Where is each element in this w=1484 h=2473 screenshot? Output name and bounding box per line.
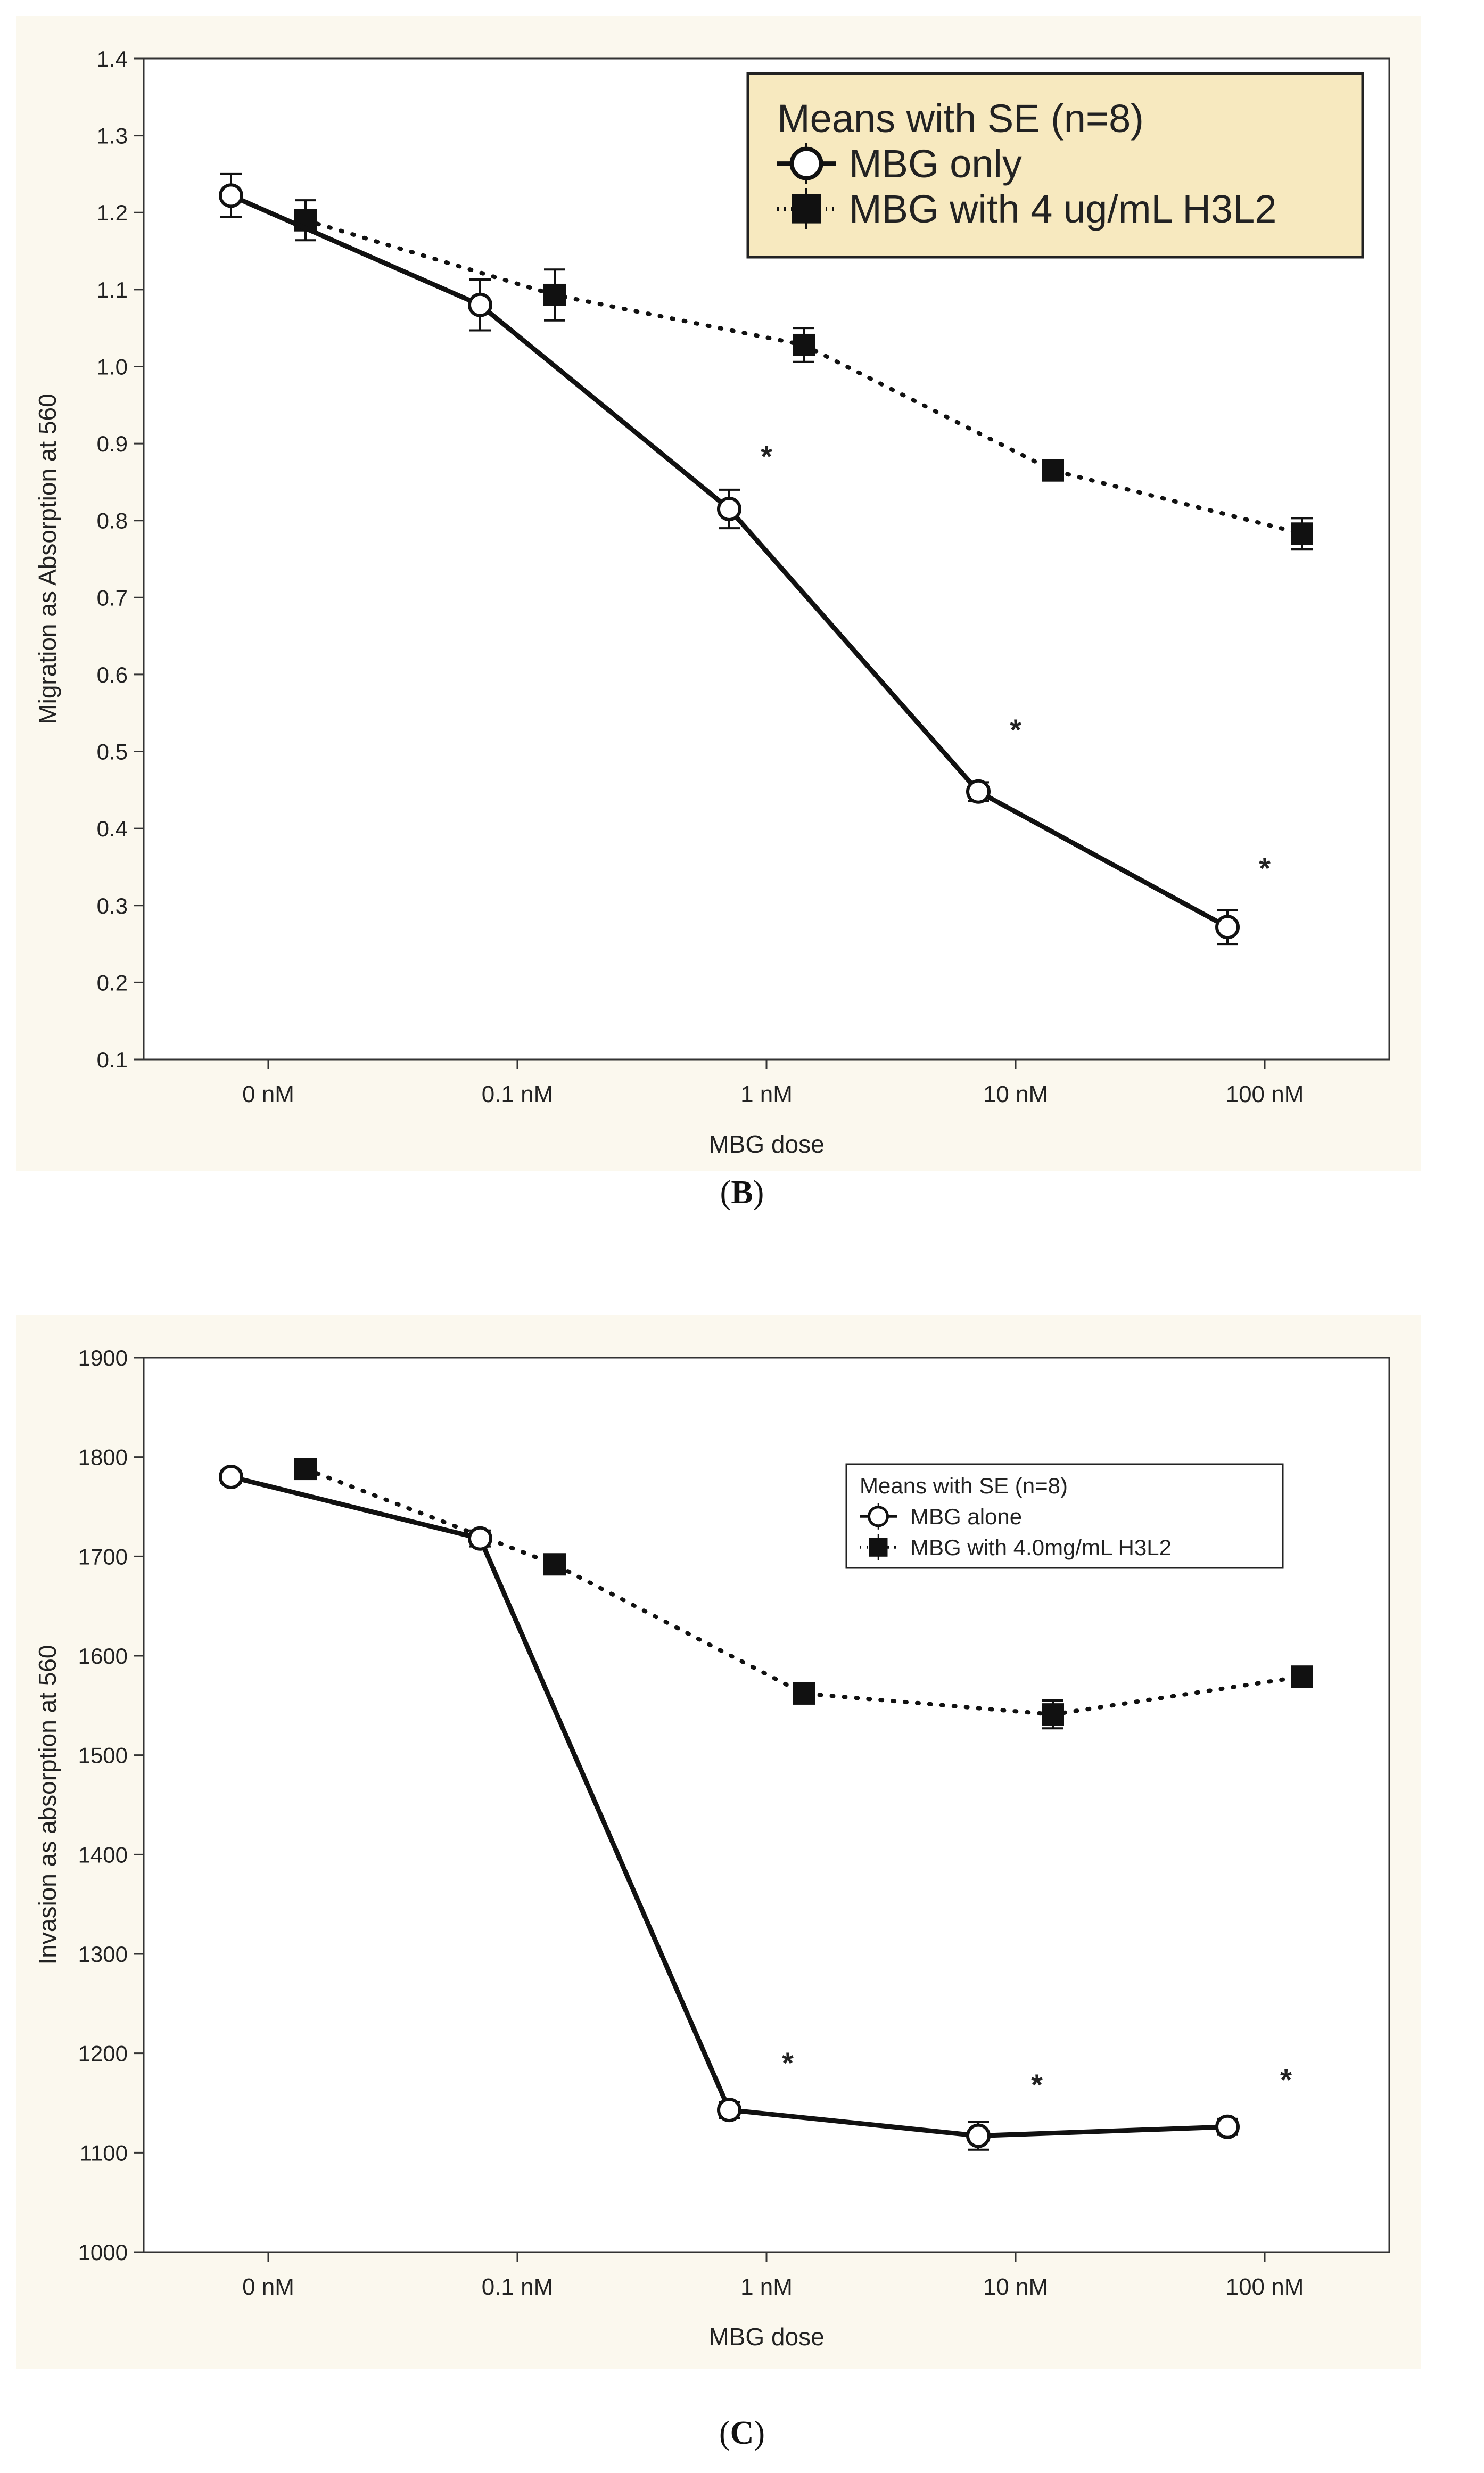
significance-marker: * xyxy=(761,439,772,473)
data-point xyxy=(793,333,815,356)
y-tick-label: 1.3 xyxy=(97,124,128,149)
x-tick-label: 0 nM xyxy=(242,1081,294,1107)
significance-marker: * xyxy=(1259,851,1271,885)
x-tick-label: 100 nM xyxy=(1226,1081,1304,1107)
y-tick-label: 1900 xyxy=(78,1345,128,1370)
chart-invasion: 1000 1100 1200 1300 1400 1500 1600 1700 1800 1900… xyxy=(16,1315,1421,2369)
y-tick-label: 0.9 xyxy=(97,431,128,456)
data-point xyxy=(1291,522,1313,545)
data-point xyxy=(294,1458,317,1481)
legend-entry-label: MBG with 4 ug/mL H3L2 xyxy=(849,187,1276,231)
y-tick-label: 1400 xyxy=(78,1842,128,1867)
data-point xyxy=(219,1465,243,1489)
y-tick-label: 0.1 xyxy=(97,1047,128,1072)
y-tick-label: 0.6 xyxy=(97,662,128,687)
data-point xyxy=(468,1526,492,1551)
data-point xyxy=(1215,2114,1240,2139)
y-tick-label: 0.8 xyxy=(97,508,128,533)
y-tick-label: 1800 xyxy=(78,1445,128,1470)
data-point xyxy=(1042,459,1064,482)
data-point xyxy=(793,1682,815,1705)
significance-marker: * xyxy=(1280,2063,1292,2097)
x-tick-label: 100 nM xyxy=(1226,2274,1304,2300)
y-tick-label: 1000 xyxy=(78,2240,128,2265)
legend-marker xyxy=(869,1538,888,1557)
legend-marker xyxy=(868,1506,889,1527)
significance-marker: * xyxy=(1010,713,1021,746)
y-tick-label: 1300 xyxy=(78,1942,128,1967)
series-line xyxy=(303,1467,1304,1717)
y-tick-label: 1.2 xyxy=(97,200,128,225)
y-tick-label: 1.4 xyxy=(97,46,128,71)
data-point xyxy=(717,2098,741,2123)
data-point xyxy=(966,779,991,804)
legend-title: Means with SE (n=8) xyxy=(860,1473,1068,1498)
y-tick-label: 0.5 xyxy=(97,740,128,765)
legend-marker xyxy=(792,194,821,224)
data-point xyxy=(468,292,492,317)
caption-c-letter: C xyxy=(730,2415,754,2451)
data-point xyxy=(1215,915,1240,940)
legend-entry-label: MBG alone xyxy=(910,1504,1022,1529)
legend-entry-label: MBG with 4.0mg/mL H3L2 xyxy=(910,1535,1172,1560)
y-tick-label: 1100 xyxy=(80,2140,128,2165)
y-tick-label: 1600 xyxy=(78,1644,128,1669)
caption-b-letter: B xyxy=(731,1174,753,1211)
y-tick-label: 0.3 xyxy=(97,893,128,918)
x-tick-label: 10 nM xyxy=(983,1081,1048,1107)
y-tick-label: 1.0 xyxy=(97,354,128,379)
y-tick-label: 1200 xyxy=(78,2041,128,2066)
x-tick-label: 1 nM xyxy=(740,1081,793,1107)
y-tick-label: 1700 xyxy=(78,1544,128,1569)
y-tick-label: 0.4 xyxy=(97,816,128,841)
y-tick-label: 0.7 xyxy=(97,585,128,610)
caption-b: (B) xyxy=(720,1174,764,1211)
x-axis-label: MBG dose xyxy=(708,2323,824,2351)
legend-title: Means with SE (n=8) xyxy=(777,96,1144,141)
figure-panel-b: 0.1 0.2 0.3 0.4 0.5 0.6 0.7 0.8 0.9 1.0 1.1 1.2 1.3 1… xyxy=(16,16,1421,1171)
legend-box xyxy=(845,1463,1284,1569)
legend-entry-label: MBG only xyxy=(849,142,1022,186)
significance-marker: * xyxy=(1031,2068,1043,2101)
significance-marker: * xyxy=(782,2046,794,2080)
legend-box xyxy=(746,72,1364,259)
y-tick-label: 1.1 xyxy=(97,277,128,302)
x-tick-label: 0.1 nM xyxy=(482,1081,554,1107)
x-tick-label: 0 nM xyxy=(242,2274,294,2300)
caption-c: (C) xyxy=(719,2415,765,2451)
chart-migration: 0.1 0.2 0.3 0.4 0.5 0.6 0.7 0.8 0.9 1.0 1.1 1.2 1.3 1… xyxy=(16,16,1421,1171)
x-tick-label: 10 nM xyxy=(983,2274,1048,2300)
data-point xyxy=(717,497,741,521)
y-tick-label: 0.2 xyxy=(97,970,128,995)
data-point xyxy=(1042,1703,1064,1726)
legend-marker xyxy=(789,146,823,180)
data-point xyxy=(543,1553,566,1576)
data-point xyxy=(219,183,243,208)
x-tick-label: 1 nM xyxy=(740,2274,793,2300)
y-axis-label: Migration as Absorption at 560 xyxy=(34,393,61,724)
x-axis-label: MBG dose xyxy=(708,1130,824,1158)
figure-panel-c: 1000 1100 1200 1300 1400 1500 1600 1700 1800 1900… xyxy=(16,1315,1421,2369)
y-tick-label: 1500 xyxy=(78,1743,128,1768)
y-axis-label: Invasion as absorption at 560 xyxy=(34,1645,61,1965)
x-tick-label: 0.1 nM xyxy=(482,2274,554,2300)
data-point xyxy=(1291,1665,1313,1688)
data-point xyxy=(966,2123,991,2148)
data-point xyxy=(543,283,566,306)
